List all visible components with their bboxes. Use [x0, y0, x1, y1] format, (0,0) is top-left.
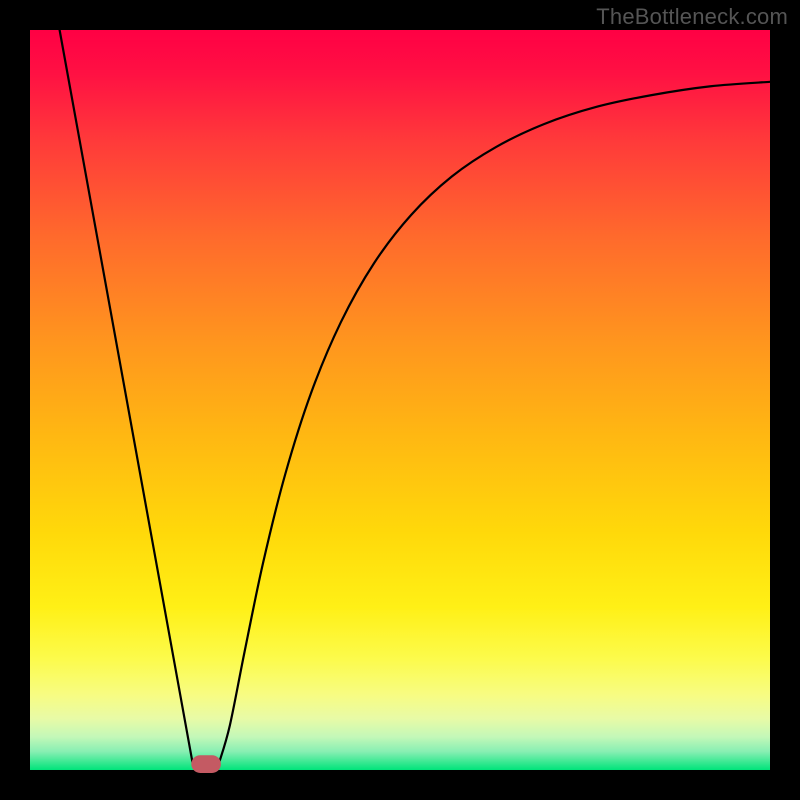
plot-background — [30, 30, 770, 770]
watermark-text: TheBottleneck.com — [596, 4, 788, 30]
chart-svg — [0, 0, 800, 800]
minimum-marker — [191, 755, 221, 773]
bottleneck-chart: TheBottleneck.com — [0, 0, 800, 800]
